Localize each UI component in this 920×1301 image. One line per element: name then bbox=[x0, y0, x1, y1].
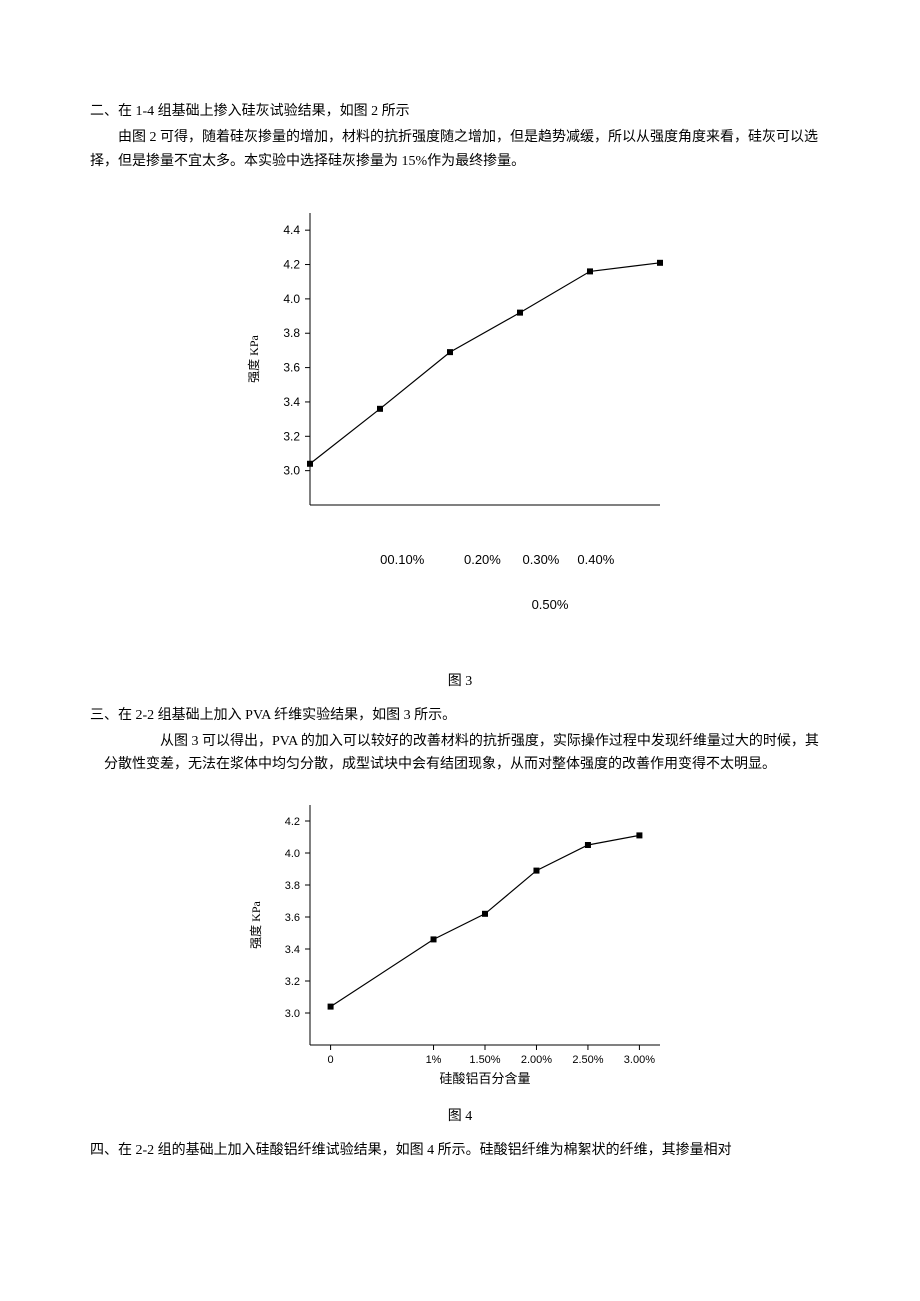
svg-text:强度 KPa: 强度 KPa bbox=[246, 335, 261, 383]
chart-3-xlabels-line1: 00.10% 0.20% 0.30% 0.40% bbox=[380, 552, 614, 567]
figure-4-chart: 3.0 3.2 3.4 3.6 3.8 4.0 4.2 强度 KPa 0 1% 1.50% 2.00%… bbox=[90, 795, 830, 1095]
section-3-heading: 三、在 2-2 组基础上加入 PVA 纤维实验结果，如图 3 所示。 bbox=[90, 704, 830, 728]
svg-text:4.0: 4.0 bbox=[283, 292, 300, 306]
svg-text:强度 KPa: 强度 KPa bbox=[248, 901, 263, 949]
svg-text:3.6: 3.6 bbox=[285, 912, 300, 924]
chart-3-xlabels-line2: 0.50% bbox=[150, 594, 830, 616]
svg-text:硅酸铝百分含量: 硅酸铝百分含量 bbox=[439, 1071, 530, 1086]
svg-text:1%: 1% bbox=[426, 1054, 442, 1066]
svg-text:2.50%: 2.50% bbox=[572, 1054, 603, 1066]
svg-text:0: 0 bbox=[328, 1054, 334, 1066]
svg-text:3.00%: 3.00% bbox=[624, 1054, 655, 1066]
chart-3-xlabels: 00.10% 0.20% 0.30% 0.40% 0.50% bbox=[90, 527, 830, 660]
svg-text:2.00%: 2.00% bbox=[521, 1054, 552, 1066]
chart-4-svg: 3.0 3.2 3.4 3.6 3.8 4.0 4.2 强度 KPa 0 1% 1.50% 2.00%… bbox=[240, 795, 680, 1095]
section-3-paragraph: 从图 3 可以得出，PVA 的加入可以较好的改善材料的抗折强度，实际操作过程中发… bbox=[90, 730, 830, 778]
svg-text:3.0: 3.0 bbox=[285, 1008, 300, 1020]
svg-text:1.50%: 1.50% bbox=[469, 1054, 500, 1066]
figure-4-caption: 图 4 bbox=[90, 1105, 830, 1129]
svg-text:3.6: 3.6 bbox=[283, 361, 300, 375]
section-2-heading: 二、在 1-4 组基础上掺入硅灰试验结果，如图 2 所示 bbox=[90, 100, 830, 124]
svg-text:3.2: 3.2 bbox=[283, 430, 300, 444]
svg-text:4.0: 4.0 bbox=[285, 848, 300, 860]
svg-text:3.4: 3.4 bbox=[285, 944, 300, 956]
svg-text:3.8: 3.8 bbox=[283, 327, 300, 341]
figure-3-chart: 3.0 3.2 3.4 3.6 3.8 4.0 4.2 4.4 强度 KPa bbox=[90, 203, 830, 523]
svg-text:4.2: 4.2 bbox=[283, 258, 300, 272]
section-2-paragraph: 由图 2 可得，随着硅灰掺量的增加，材料的抗折强度随之增加，但是趋势减缓，所以从… bbox=[90, 126, 830, 174]
svg-text:3.8: 3.8 bbox=[285, 880, 300, 892]
svg-text:3.4: 3.4 bbox=[283, 395, 300, 409]
svg-text:3.0: 3.0 bbox=[283, 464, 300, 478]
document-page: 二、在 1-4 组基础上掺入硅灰试验结果，如图 2 所示 由图 2 可得，随着硅… bbox=[0, 0, 920, 1227]
section-4-heading: 四、在 2-2 组的基础上加入硅酸铝纤维试验结果，如图 4 所示。硅酸铝纤维为棉… bbox=[90, 1139, 830, 1163]
svg-text:4.2: 4.2 bbox=[285, 816, 300, 828]
figure-3-caption: 图 3 bbox=[90, 670, 830, 694]
svg-text:4.4: 4.4 bbox=[283, 224, 300, 238]
chart-3-svg: 3.0 3.2 3.4 3.6 3.8 4.0 4.2 4.4 强度 KPa bbox=[240, 203, 680, 523]
svg-text:3.2: 3.2 bbox=[285, 976, 300, 988]
